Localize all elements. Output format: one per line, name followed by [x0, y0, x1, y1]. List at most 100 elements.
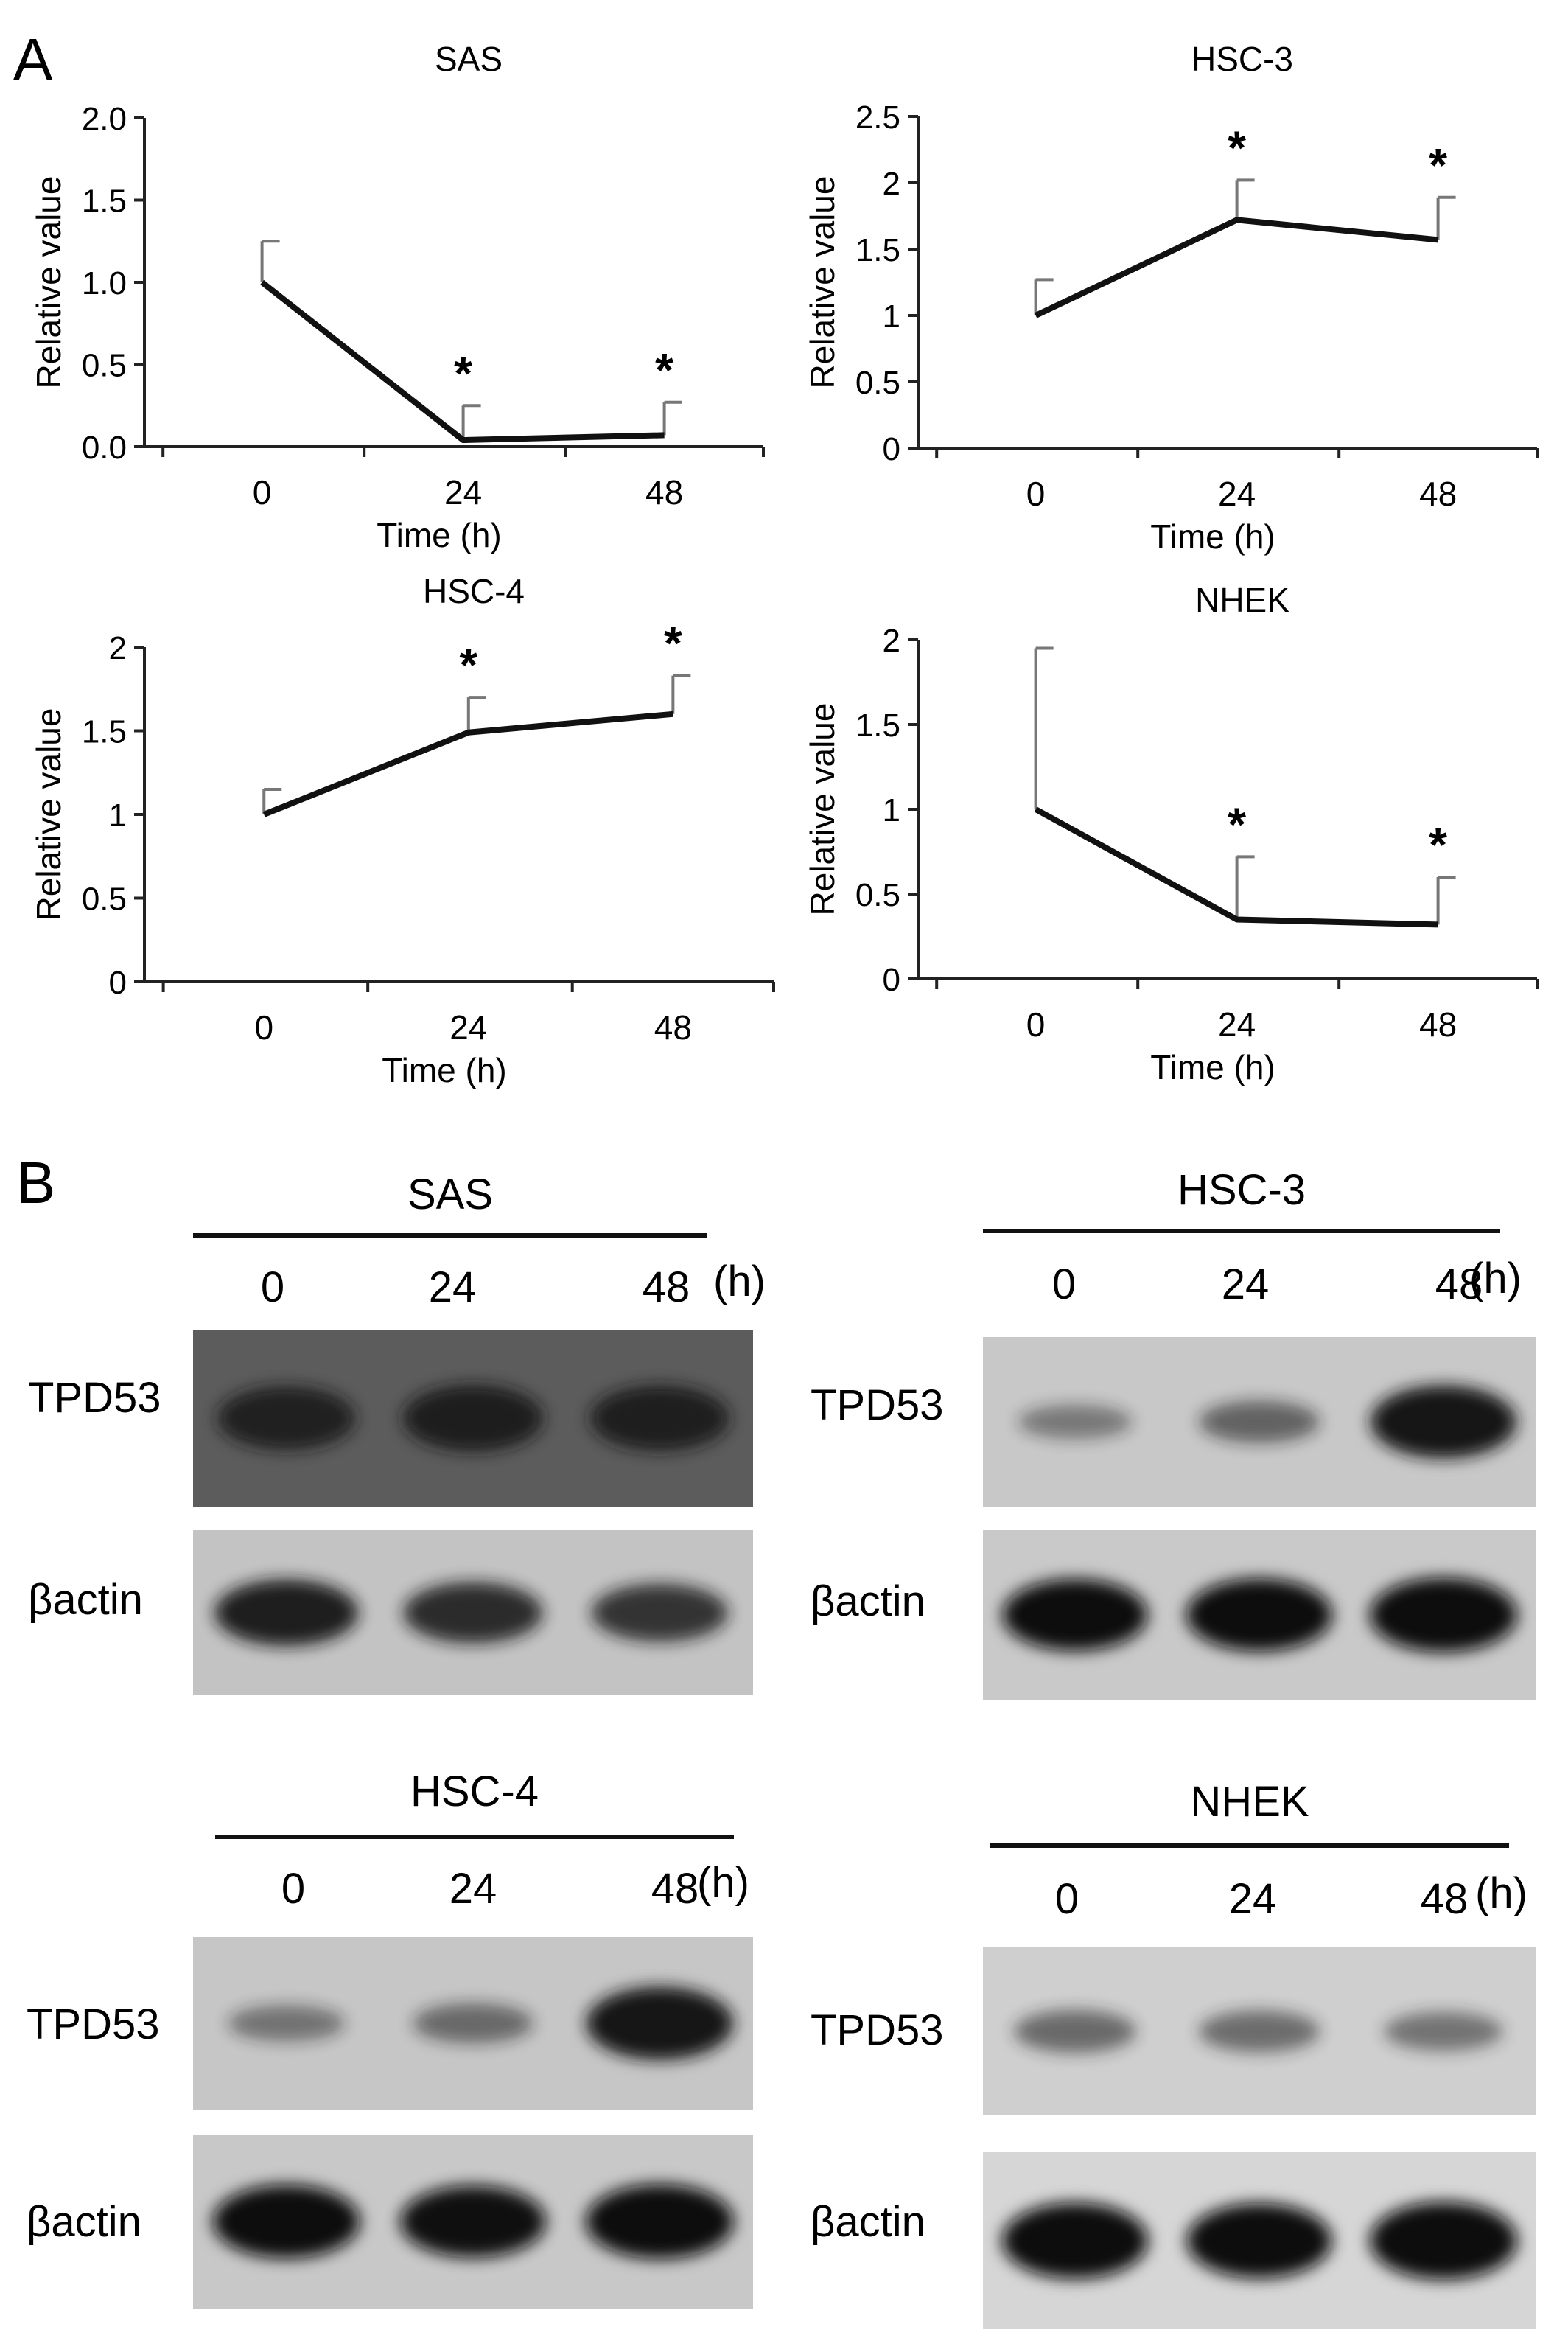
blot-band: [228, 2005, 346, 2042]
lane-unit: (h): [1475, 1869, 1527, 1917]
y-tick-label: 1.5: [82, 184, 127, 220]
blot-band: [1186, 1578, 1333, 1652]
blot-row-label: TPD53: [28, 1374, 161, 1422]
lane-label: 0: [1052, 1260, 1076, 1308]
significance-marker: *: [655, 343, 673, 397]
panel-a-label: A: [13, 27, 53, 92]
y-tick-label: 0.5: [855, 877, 900, 913]
blot-row: βactin: [28, 1530, 753, 1695]
significance-marker: *: [459, 638, 477, 691]
y-tick-label: 1.0: [82, 265, 127, 301]
x-tick-label: 48: [1419, 1005, 1457, 1044]
y-tick-label: 1: [883, 792, 900, 828]
panel-a-line-charts: A SAS 0.0 0.5 1.0 1.5 2.0 0 24 48 Time (h) Relativ…: [13, 27, 1539, 1089]
series-line: [1034, 217, 1438, 318]
y-axis-label: Relative value: [803, 703, 841, 916]
blot-row: βactin: [27, 2135, 753, 2309]
blot-band: [403, 1582, 543, 1644]
blot-band: [1199, 1400, 1320, 1443]
x-tick-label: 24: [449, 1008, 487, 1047]
blot-row: TPD53: [811, 1947, 1536, 2115]
significance-marker: *: [1228, 798, 1246, 851]
blot-band: [214, 1580, 359, 1646]
x-tick-label: 48: [654, 1008, 692, 1047]
lane-label: 24: [429, 1263, 477, 1311]
lane-label: 48: [643, 1263, 690, 1311]
chart-3: HSC-4 0 0.5 1 1.5 2 0 24 48 Time (h) Relative valu…: [29, 572, 775, 1089]
blot-row-label: TPD53: [811, 2006, 944, 2054]
blot-title: HSC-3: [1177, 1166, 1306, 1214]
blot-row: TPD53: [27, 1937, 753, 2110]
lane-unit: (h): [1469, 1254, 1522, 1302]
y-tick-label: 2: [883, 166, 900, 202]
x-tick-label: 24: [1218, 475, 1256, 513]
blot-title: NHEK: [1190, 1778, 1309, 1826]
blot-band: [413, 2003, 533, 2044]
blot-band: [1199, 2010, 1320, 2053]
y-axis-label: Relative value: [29, 708, 68, 921]
y-tick-label: 0: [109, 965, 127, 1001]
x-axis-label: Time (h): [1150, 517, 1275, 556]
x-tick-label: 0: [1026, 1005, 1046, 1044]
y-tick-label: 2: [883, 623, 900, 659]
blot-band: [217, 1386, 356, 1451]
series-line: [260, 279, 665, 444]
blot-band: [1018, 1405, 1133, 1439]
chart-title: NHEK: [1195, 581, 1289, 619]
significance-marker: *: [1228, 121, 1246, 174]
y-tick-label: 1: [109, 798, 127, 834]
blot-2: HSC-3 0 24 48(h) TPD53 βactin: [811, 1166, 1536, 1700]
blot-band: [591, 1583, 729, 1642]
series-line: [1034, 806, 1438, 928]
chart-title: SAS: [435, 40, 503, 78]
blot-title: SAS: [407, 1170, 493, 1218]
chart-2: HSC-3 0 0.5 1 1.5 2 2.5 0 24 48 Time (h) Relative v…: [803, 40, 1539, 556]
blot-row: βactin: [811, 1530, 1536, 1700]
blot-band: [400, 2185, 546, 2258]
significance-marker: *: [1429, 818, 1447, 871]
lane-label: 0: [1055, 1875, 1079, 1923]
blot-row-label: βactin: [27, 2198, 141, 2246]
blot-band: [402, 1384, 544, 1452]
blot-row: TPD53: [28, 1330, 753, 1507]
x-axis-label: Time (h): [1150, 1048, 1275, 1086]
blot-row: βactin: [811, 2152, 1536, 2329]
y-axis-label: Relative value: [29, 176, 68, 389]
x-axis-label: Time (h): [382, 1051, 507, 1089]
blot-band: [586, 1986, 734, 2060]
x-tick-label: 48: [645, 473, 683, 512]
lane-label: 48: [1421, 1875, 1469, 1923]
y-tick-label: 0.5: [855, 365, 900, 401]
blot-band: [1384, 2011, 1503, 2051]
blot-1: SAS 0 24 48 (h) TPD53 βactin: [28, 1170, 766, 1695]
blot-title: HSC-4: [410, 1768, 539, 1815]
lane-label: 48: [1435, 1260, 1483, 1308]
lane-label: 48: [651, 1865, 699, 1913]
chart-title: HSC-3: [1191, 40, 1293, 78]
blot-band: [1186, 2203, 1332, 2278]
y-axis-label: Relative value: [803, 176, 841, 389]
y-tick-label: 0.5: [82, 882, 127, 918]
blot-band: [1370, 1577, 1517, 1653]
blot-row-label: TPD53: [811, 1381, 944, 1429]
y-tick-label: 1.5: [855, 708, 900, 744]
blot-4: NHEK 0 24 48 (h) TPD53 βactin: [811, 1778, 1536, 2329]
blot-row-label: TPD53: [27, 2000, 160, 2048]
y-tick-label: 1: [883, 299, 900, 335]
chart-1: SAS 0.0 0.5 1.0 1.5 2.0 0 24 48 Time (h) Relative …: [29, 40, 765, 554]
series-line: [262, 711, 673, 817]
blot-band: [1014, 2009, 1136, 2053]
lane-label: 0: [261, 1263, 284, 1311]
blot-band: [589, 1385, 729, 1451]
x-tick-label: 0: [1026, 475, 1046, 513]
x-tick-label: 48: [1419, 475, 1457, 513]
blot-row-label: βactin: [811, 2198, 925, 2246]
significance-marker: *: [664, 617, 682, 670]
blot-row-label: βactin: [28, 1576, 143, 1624]
y-tick-label: 0: [883, 431, 900, 467]
y-tick-label: 2.5: [855, 100, 900, 136]
y-tick-label: 0: [883, 962, 900, 998]
blot-row-label: βactin: [811, 1577, 925, 1625]
lane-label: 24: [449, 1865, 497, 1913]
